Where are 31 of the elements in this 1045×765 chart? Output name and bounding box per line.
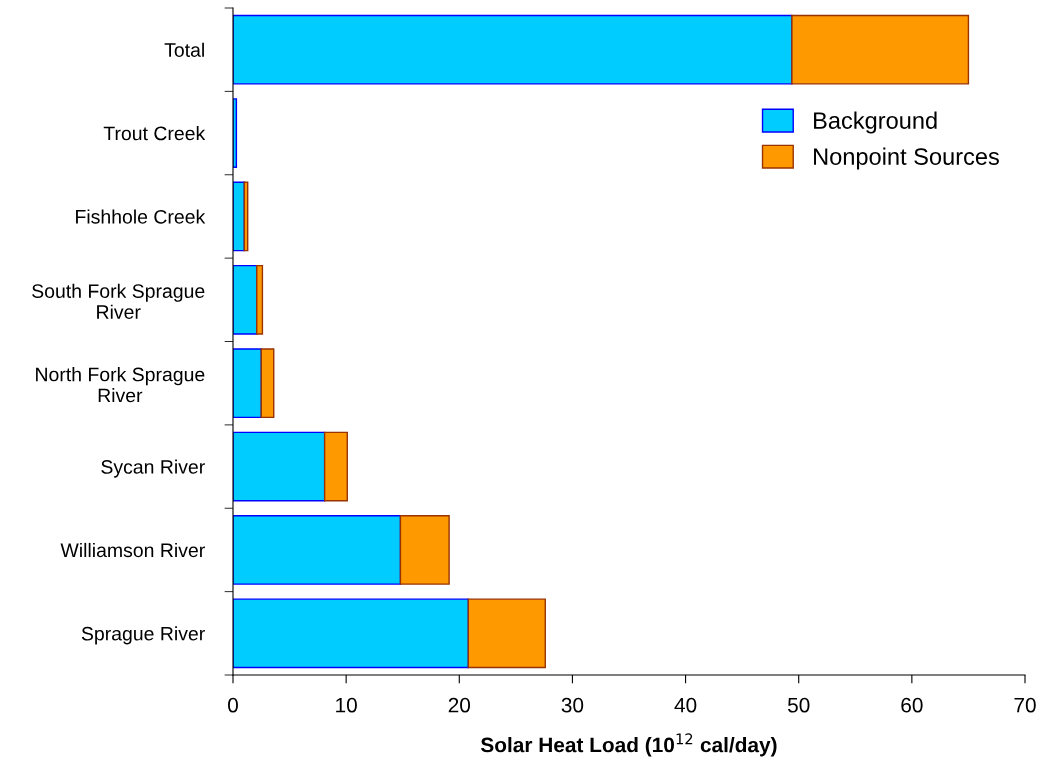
y-tick-label: South Fork Sprague River xyxy=(32,283,205,319)
y-tick-label: Williamson River xyxy=(60,542,205,558)
x-tick-label: 70 xyxy=(1014,697,1036,713)
x-tick-label: 10 xyxy=(336,697,357,713)
x-tick-label: 50 xyxy=(787,697,810,713)
x-tick-label: 20 xyxy=(448,697,471,713)
y-tick-label: North Fork Sprague River xyxy=(36,367,205,403)
y-tick-label: Trout Creek xyxy=(103,126,206,141)
y-tick-label: Sycan River xyxy=(101,459,205,478)
bar xyxy=(260,348,275,419)
bar xyxy=(791,14,970,85)
x-tick-label: 40 xyxy=(674,697,697,713)
bar xyxy=(467,598,546,669)
x-tick-label: 0 xyxy=(228,697,238,713)
bar xyxy=(233,515,402,585)
bar xyxy=(256,264,264,335)
bar xyxy=(233,14,793,85)
y-tick-label: Fishhole Creek xyxy=(76,209,206,224)
x-axis-title: Solar Heat Load (10$^{12}$ cal/day) xyxy=(480,733,777,757)
bar xyxy=(233,264,258,335)
x-tick-label: 30 xyxy=(561,697,584,713)
y-tick-label: Sprague River xyxy=(81,626,205,645)
bar xyxy=(399,515,450,585)
bar xyxy=(233,431,326,502)
legend-label: Background xyxy=(814,111,937,134)
y-tick-label: Total xyxy=(164,42,204,57)
legend-label: Nonpoint Sources xyxy=(814,147,999,170)
x-tick-label: 60 xyxy=(901,697,923,713)
bar xyxy=(233,348,262,419)
bar xyxy=(323,431,348,502)
bar xyxy=(233,598,470,669)
